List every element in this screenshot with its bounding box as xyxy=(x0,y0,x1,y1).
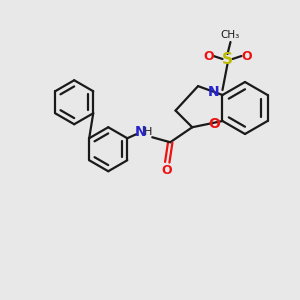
Text: N: N xyxy=(208,85,219,99)
Text: H: H xyxy=(144,127,152,137)
Text: O: O xyxy=(208,117,220,131)
Text: O: O xyxy=(241,50,252,62)
Text: N: N xyxy=(134,125,146,139)
Text: CH₃: CH₃ xyxy=(221,30,240,40)
Text: O: O xyxy=(161,164,172,177)
Text: S: S xyxy=(222,52,233,67)
Text: O: O xyxy=(203,50,214,62)
